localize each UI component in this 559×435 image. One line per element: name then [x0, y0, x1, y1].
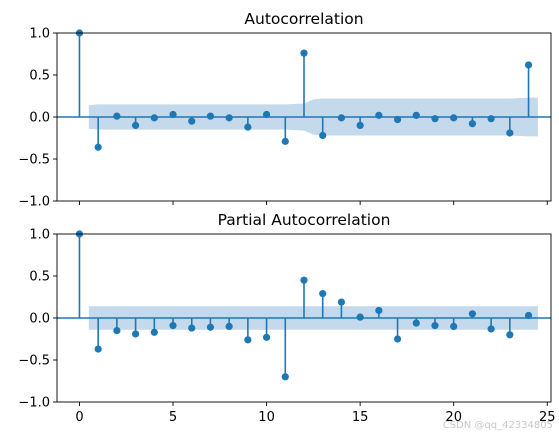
stem-marker: [169, 110, 177, 119]
stem-marker: [281, 373, 289, 381]
partial-autocorrelation-panel: 1.0 0.5 0.0 −0.5 −1.0 0 5 10 15 20 25 Partial Autoc…: [18, 211, 555, 425]
chart-title: Autocorrelation: [244, 10, 363, 28]
stem-marker: [244, 336, 252, 344]
stem-marker: [524, 311, 533, 320]
stem-marker: [131, 330, 140, 338]
stem-marker: [337, 114, 346, 122]
stem-marker: [188, 324, 196, 332]
stem-marker: [375, 111, 383, 119]
y-tick-label: 0.5: [29, 69, 50, 84]
stem-marker: [94, 143, 102, 151]
stem-marker: [487, 325, 495, 333]
stem-marker: [319, 131, 327, 140]
stem-marker: [113, 112, 121, 120]
stem-marker: [206, 323, 215, 331]
stem-marker: [169, 321, 177, 330]
stem-marker: [506, 129, 514, 137]
autocorrelation-panel: 1.0 0.5 0.0 −0.5 −1.0 Autocorrelation: [18, 10, 552, 210]
stem-marker: [300, 49, 308, 57]
stem-marker: [281, 137, 289, 145]
y-tick-label: 1.0: [29, 27, 50, 42]
y-tick-label: 1.0: [29, 228, 50, 243]
x-tick-label: 10: [258, 410, 275, 425]
stem-marker: [94, 345, 102, 353]
chart-title: Partial Autocorrelation: [218, 211, 391, 229]
stem-marker: [393, 335, 402, 343]
stem-marker: [262, 333, 271, 341]
stem-marker: [412, 111, 420, 119]
stem-marker: [300, 276, 308, 284]
stem-marker: [450, 322, 458, 330]
stem-marker: [319, 290, 327, 298]
x-tick-label: 15: [352, 410, 369, 425]
stem-marker: [468, 310, 477, 318]
y-tick-label: −0.5: [18, 153, 50, 168]
y-tick-label: 0.5: [29, 270, 50, 285]
x-tick-label: 5: [169, 410, 177, 425]
x-tick-label: 0: [75, 410, 83, 425]
y-tick-label: 0.0: [29, 312, 50, 327]
stem-marker: [393, 115, 402, 124]
stem-marker: [431, 115, 439, 123]
y-tick-label: −0.5: [18, 354, 50, 369]
stem-marker: [468, 120, 477, 128]
stem-marker: [412, 319, 420, 327]
stem-marker: [337, 298, 346, 306]
stem-marker: [431, 321, 439, 330]
stem-marker: [356, 313, 364, 321]
x-tick-label: 20: [445, 410, 462, 425]
stem-marker: [225, 322, 233, 330]
stem-marker: [131, 121, 140, 129]
watermark-text: CSDN @qq_42334805: [443, 420, 553, 431]
stem-marker: [356, 121, 364, 129]
y-tick-label: −1.0: [18, 195, 50, 210]
stem-marker: [506, 331, 514, 339]
stem-marker: [450, 114, 458, 122]
stem-marker: [375, 306, 383, 315]
stem-marker: [225, 114, 233, 122]
y-tick-label: −1.0: [18, 396, 50, 411]
stem-marker: [487, 115, 495, 123]
stem-marker: [244, 123, 252, 131]
stem-marker: [150, 114, 158, 122]
y-tick-label: 0.0: [29, 111, 50, 126]
stem-marker: [206, 112, 215, 120]
stem-marker: [524, 61, 533, 69]
x-tick-label: 25: [539, 410, 556, 425]
stem-marker: [188, 117, 196, 125]
stem-marker: [262, 110, 271, 119]
stem-marker: [113, 327, 121, 335]
stem-marker: [150, 328, 158, 336]
